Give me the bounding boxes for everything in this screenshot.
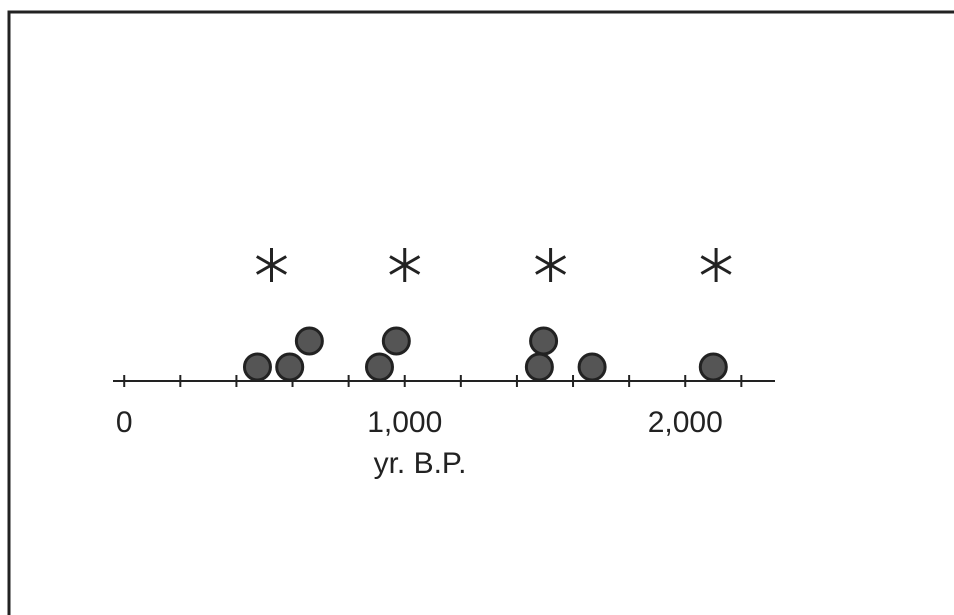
data-point <box>381 326 411 356</box>
data-point <box>242 352 272 382</box>
data-point <box>275 352 305 382</box>
x-axis-label: yr. B.P. <box>374 447 467 480</box>
asterisk-stroke <box>700 255 732 275</box>
data-point <box>524 352 554 382</box>
asterisk-marker <box>256 248 287 282</box>
data-point <box>364 352 394 382</box>
data-point <box>577 352 607 382</box>
frame <box>7 10 954 615</box>
asterisk-stroke <box>256 255 287 275</box>
asterisk-stroke <box>535 255 567 275</box>
x-tick-label: 0 <box>116 406 133 439</box>
data-point <box>698 352 728 382</box>
data-point <box>294 326 324 356</box>
asterisk-marker <box>389 248 421 282</box>
asterisk-marker <box>535 248 567 282</box>
x-tick-label: 2,000 <box>648 406 723 439</box>
asterisk-marker <box>700 248 732 282</box>
data-point <box>529 326 559 356</box>
asterisk-stroke <box>389 255 421 275</box>
x-tick-label: 1,000 <box>367 406 442 439</box>
